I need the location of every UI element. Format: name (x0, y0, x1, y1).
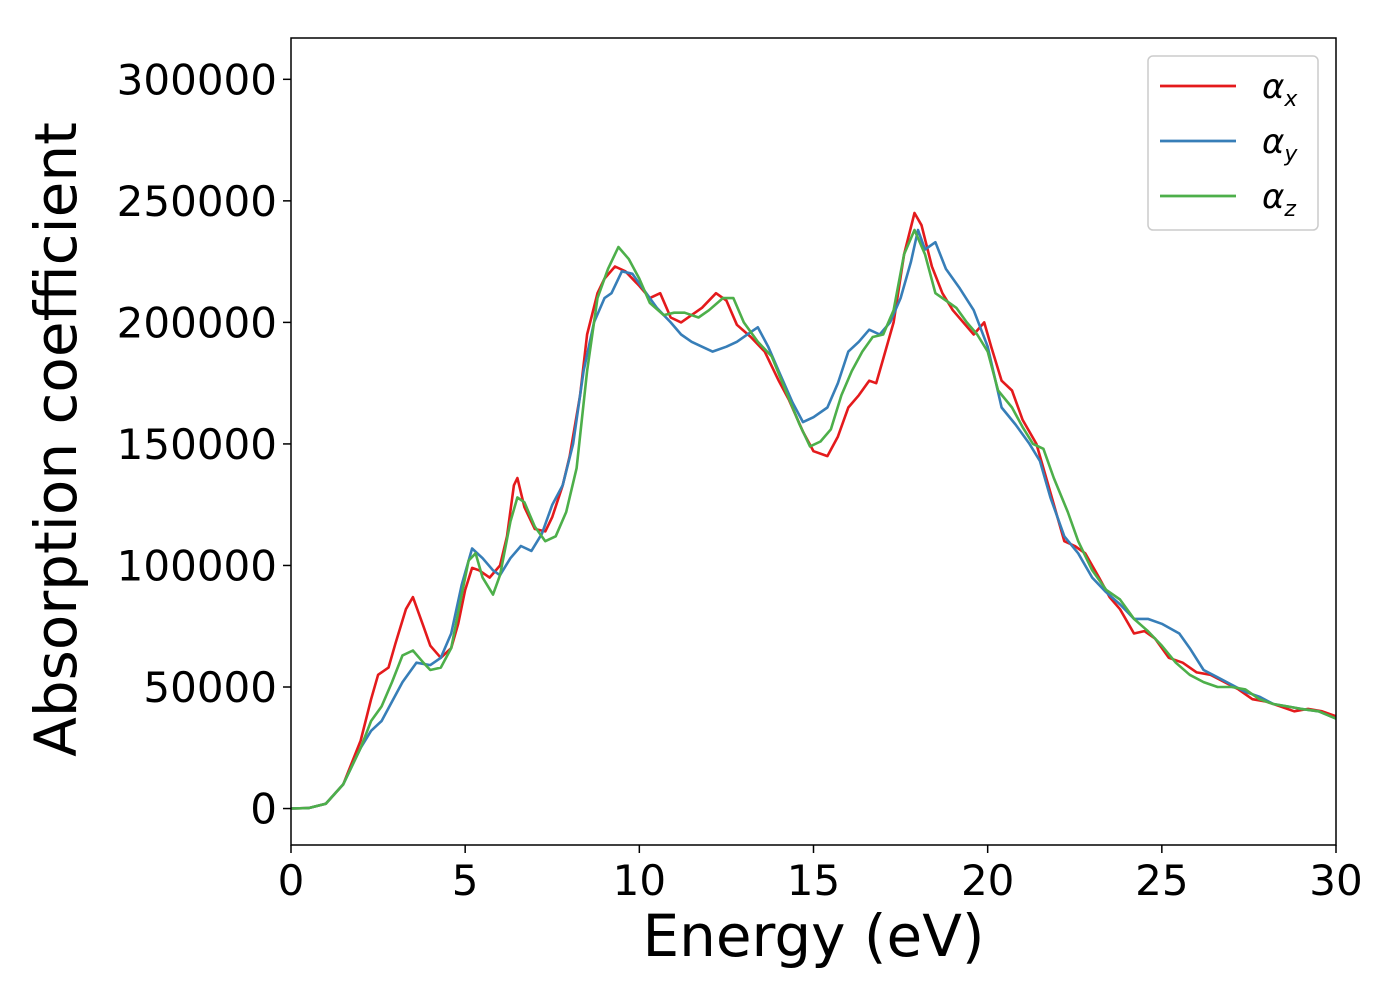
legend-label-x: αx (1262, 67, 1298, 112)
x-tick-label: 10 (613, 856, 666, 905)
y-tick-label: 100000 (117, 541, 277, 590)
x-tick-label: 15 (787, 856, 840, 905)
series-line-y (291, 228, 1336, 810)
x-tick-label: 25 (1135, 856, 1188, 905)
series-line-x (291, 211, 1336, 810)
y-tick-label: 200000 (117, 298, 277, 347)
x-axis-ticks: 0 5 10 15 20 25 30 (278, 845, 1363, 905)
y-tick-label: 150000 (117, 420, 277, 469)
y-axis-ticks: 0 50000 100000 150000 200000 250000 300000 (117, 55, 291, 834)
legend-label-y: αy (1262, 122, 1298, 167)
x-axis-title: Energy (eV) (642, 902, 984, 970)
legend-label-z: αz (1262, 177, 1296, 222)
series-line-z (291, 228, 1336, 810)
y-tick-label: 250000 (117, 177, 277, 226)
y-tick-label: 300000 (117, 55, 277, 104)
legend: αx αy αz (1147, 55, 1319, 231)
legend-box (1147, 55, 1319, 231)
series-layer (291, 211, 1336, 810)
y-tick-label: 0 (250, 785, 277, 834)
x-tick-label: 30 (1309, 856, 1362, 905)
x-tick-label: 5 (452, 856, 479, 905)
y-axis-title: Absorption coefficient (22, 122, 90, 757)
x-tick-label: 0 (278, 856, 305, 905)
x-tick-label: 20 (961, 856, 1014, 905)
y-tick-label: 50000 (143, 663, 277, 712)
